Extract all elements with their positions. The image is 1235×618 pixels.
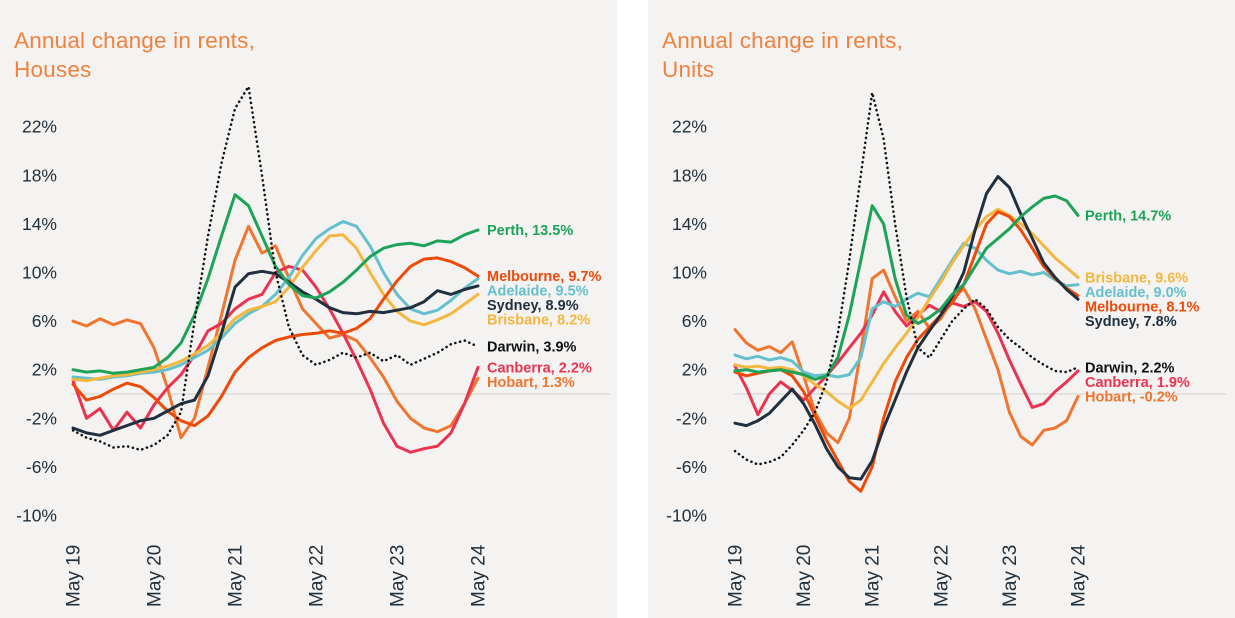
y-tick-label: 6% [32, 311, 57, 331]
y-tick-label: 10% [22, 263, 57, 283]
y-tick-label: 10% [672, 263, 707, 283]
series-line-sydney [733, 175, 1080, 481]
x-tick-label: May 21 [863, 545, 884, 607]
x-tick-label: May 24 [1069, 544, 1090, 607]
units-chart-title: Annual change in rents, Units [662, 26, 903, 84]
legend-label-sydney: Sydney, 7.8% [1085, 314, 1177, 330]
houses-chart-title: Annual change in rents, Houses [14, 26, 255, 84]
series-line-brisbane [733, 207, 1080, 411]
units-title-line2: Units [662, 57, 715, 82]
x-tick-label: May 24 [469, 544, 490, 607]
y-tick-label: -2% [26, 408, 57, 428]
units-chart-panel: Annual change in rents, Units 22% 18% 14% 1… [648, 0, 1235, 618]
x-tick-label: May 22 [931, 545, 952, 607]
series-line-hobart [733, 268, 1080, 447]
y-tick-label: 22% [22, 117, 57, 137]
legend-label-canberra: Canberra, 2.2% [487, 360, 592, 376]
y-tick-label: -2% [676, 408, 707, 428]
y-tick-label: 14% [22, 214, 57, 234]
y-tick-label: -10% [666, 506, 707, 526]
y-tick-label: 14% [672, 214, 707, 234]
series-line-perth [71, 193, 480, 375]
y-tick-label: 22% [672, 117, 707, 137]
x-tick-label: May 22 [307, 545, 328, 607]
legend-label-darwin: Darwin, 2.2% [1085, 360, 1175, 376]
legend-label-adelaide: Adelaide, 9.0% [1085, 285, 1187, 301]
y-tick-label: -6% [676, 457, 707, 477]
y-tick-label: 18% [672, 165, 707, 185]
series-line-melbourne [71, 256, 480, 428]
houses-title-line1: Annual change in rents, [14, 28, 256, 53]
legend-label-melbourne: Melbourne, 9.7% [487, 269, 602, 285]
series-line-brisbane [71, 233, 480, 383]
series-line-hobart [71, 224, 480, 440]
series-line-darwin [733, 91, 1080, 466]
units-title-line1: Annual change in rents, [662, 28, 904, 53]
legend-label-brisbane: Brisbane, 8.2% [487, 313, 590, 329]
x-tick-label: May 23 [1000, 545, 1021, 607]
y-tick-label: -6% [26, 457, 57, 477]
legend-label-melbourne: Melbourne, 8.1% [1085, 299, 1200, 315]
y-tick-label: 2% [32, 360, 57, 380]
y-tick-label: 2% [682, 360, 707, 380]
legend-label-hobart: Hobart, -0.2% [1085, 389, 1178, 405]
x-tick-label: May 23 [388, 545, 409, 607]
y-tick-label: 6% [682, 311, 707, 331]
legend-label-sydney: Sydney, 8.9% [487, 298, 579, 314]
x-tick-label: May 19 [726, 545, 747, 607]
legend-label-adelaide: Adelaide, 9.5% [487, 284, 589, 300]
legend-label-canberra: Canberra, 1.9% [1085, 375, 1190, 391]
units-chart: 22% 18% 14% 10% 6% 2% -2% -6% -10% May 19 May 20 Ma… [666, 91, 1226, 607]
series-line-darwin [71, 85, 480, 452]
houses-chart: 22% 18% 14% 10% 6% 2% -2% -6% -10% May 19 May 20 Ma… [16, 85, 610, 607]
legend-label-hobart: Hobart, 1.3% [487, 375, 575, 391]
x-tick-label: May 20 [794, 545, 815, 607]
legend-label-perth: Perth, 13.5% [487, 223, 573, 239]
x-tick-label: May 19 [64, 545, 85, 607]
series-line-perth [733, 194, 1080, 381]
series-line-melbourne [733, 210, 1080, 493]
legend-label-perth: Perth, 14.7% [1085, 208, 1171, 224]
legend-label-darwin: Darwin, 3.9% [487, 340, 577, 356]
y-tick-label: 18% [22, 165, 57, 185]
houses-title-line2: Houses [14, 57, 92, 82]
legend-label-brisbane: Brisbane, 9.6% [1085, 270, 1188, 286]
houses-chart-panel: Annual change in rents, Houses 22% 18% 14%… [0, 0, 617, 618]
x-tick-label: May 21 [226, 545, 247, 607]
y-tick-label: -10% [16, 506, 57, 526]
x-tick-label: May 20 [145, 545, 166, 607]
